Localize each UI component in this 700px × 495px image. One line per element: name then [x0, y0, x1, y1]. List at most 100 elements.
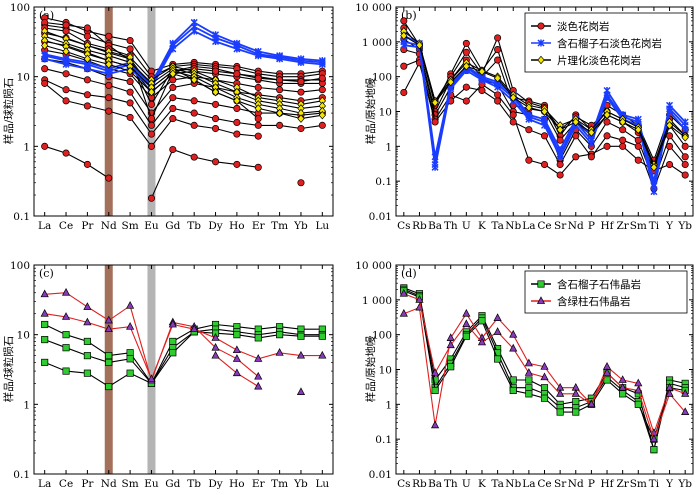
x-tick-label-yb: Yb: [677, 478, 692, 490]
data-point: [169, 94, 177, 102]
data-point: [509, 343, 518, 352]
data-point: [190, 97, 198, 105]
legend-marker: [537, 280, 545, 288]
data-point: [493, 327, 502, 335]
data-point: [477, 337, 487, 346]
x-tick-label-sr: Sr: [554, 220, 567, 232]
data-point: [62, 86, 70, 94]
x-tick-label-p: P: [588, 220, 595, 232]
y-tick-label: 0.1: [13, 211, 30, 223]
data-point: [83, 302, 92, 310]
data-point: [665, 389, 674, 397]
data-point: [105, 352, 113, 360]
data-point: [666, 107, 674, 116]
data-point: [41, 41, 49, 50]
data-point: [232, 345, 241, 354]
y-tick-label: 1: [23, 399, 30, 411]
data-point: [540, 121, 549, 129]
data-point: [462, 332, 470, 340]
data-point: [399, 288, 408, 297]
data-point: [211, 67, 220, 75]
data-point: [494, 91, 502, 99]
series-pale-6: [400, 59, 689, 193]
data-point: [572, 398, 580, 406]
data-point: [297, 124, 305, 133]
x-tick-label-hf: Hf: [601, 220, 615, 232]
data-point: [400, 62, 408, 70]
data-point: [446, 340, 455, 349]
series-line: [44, 24, 323, 78]
data-point: [400, 17, 408, 25]
legend-box: [524, 12, 688, 73]
y-tick-label: 10: [17, 330, 30, 342]
x-tick-label-ce: Ce: [59, 220, 73, 232]
data-point: [525, 115, 533, 123]
data-point: [634, 125, 642, 134]
x-tick-label-sm: Sm: [122, 220, 139, 232]
highlight-band-nd: [104, 265, 113, 474]
data-point: [400, 41, 408, 49]
data-point: [318, 121, 326, 129]
series-pale-9: [41, 79, 262, 150]
data-point: [666, 132, 674, 140]
series-line: [44, 331, 323, 388]
x-tick-label-sm: Sm: [630, 478, 647, 490]
panel-a-ree-chondrite: 0.1 1 10 100 La Ce Pr Nd Sm Eu Gd Tb Dy Ho Er Tm Yb Lu 样品/…: [2, 2, 334, 232]
legend-marker: [537, 39, 545, 47]
data-point: [681, 160, 689, 169]
series-line: [44, 44, 323, 120]
data-point: [126, 45, 134, 53]
data-point: [681, 407, 690, 415]
data-point: [62, 97, 70, 105]
data-point: [556, 160, 564, 169]
x-tick-label-lu: Lu: [315, 478, 329, 490]
data-point: [254, 121, 262, 129]
data-point: [296, 387, 306, 395]
data-point: [400, 88, 408, 97]
legend-label: 含石榴子石淡色花岗岩: [557, 37, 662, 50]
x-tick-label-th: Th: [444, 220, 458, 232]
data-point: [212, 37, 220, 46]
series-line: [44, 40, 323, 93]
data-point: [618, 375, 627, 383]
data-point: [62, 27, 70, 35]
data-point: [126, 355, 134, 363]
data-point: [254, 52, 262, 60]
series-line: [44, 313, 323, 381]
series-line: [44, 35, 323, 109]
x-tick-label-sm: Sm: [630, 220, 647, 232]
data-point: [105, 70, 113, 78]
data-point: [572, 408, 580, 416]
data-point: [462, 319, 471, 328]
data-point: [254, 115, 262, 123]
data-point: [540, 372, 549, 381]
data-point: [400, 31, 408, 40]
x-tick-label-hf: Hf: [601, 478, 615, 490]
series-beryl_peg-5: [40, 308, 327, 383]
y-tick-label: 10: [17, 72, 30, 84]
data-point: [681, 389, 690, 397]
x-tick-label-y: Y: [665, 478, 674, 490]
data-point: [211, 87, 220, 97]
data-point: [147, 100, 156, 108]
series-line: [44, 328, 323, 385]
data-point: [681, 133, 689, 142]
x-tick-label-ta: Ta: [491, 220, 503, 232]
data-point: [318, 60, 326, 68]
data-point: [478, 317, 486, 325]
data-point: [431, 386, 439, 395]
data-point: [525, 390, 533, 398]
x-tick-label-nd: Nd: [101, 220, 117, 232]
data-point: [318, 74, 326, 82]
data-point: [318, 86, 326, 94]
data-point: [126, 99, 134, 107]
data-point: [83, 76, 91, 84]
x-tick-label-k: K: [478, 220, 486, 232]
data-point: [430, 420, 440, 429]
series-schist-11: [400, 31, 689, 172]
data-point: [83, 160, 91, 168]
data-point: [233, 160, 241, 168]
y-tick-label: 1: [23, 141, 30, 153]
y-tick-label: 10 000: [355, 260, 392, 272]
